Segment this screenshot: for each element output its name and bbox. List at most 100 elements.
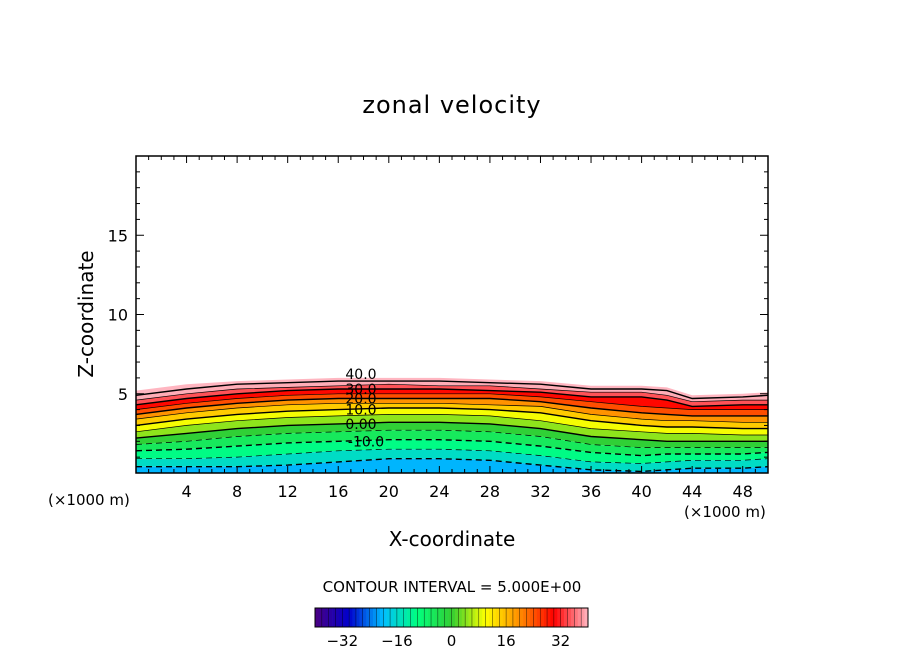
colorbar-cell [417,608,422,627]
contour-label: 10.0 [345,403,376,419]
contour-line [136,448,769,464]
x-tick-label: 32 [530,482,550,501]
colorbar-cell [533,608,538,627]
colorbar-cell [349,608,353,627]
y-tick-labels: 5 10 15 [108,226,128,404]
contour-line [135,414,768,436]
colorbar-cell [567,608,572,627]
contour-line [135,421,768,442]
contour-band [136,377,768,399]
colorbar-cell [444,608,449,627]
colorbar-cell [478,608,483,627]
contour-line [136,458,769,473]
colorbar-cell [471,608,476,627]
contour-band [136,449,768,472]
contour-label: 20.0 [345,392,376,408]
colorbar-cell [465,608,469,627]
colorbar-cell [526,608,531,627]
x-tick-label: 16 [328,482,348,501]
colorbar-cell [461,608,466,627]
contour-line [135,380,769,400]
contour-band [136,439,768,464]
colorbar-cell [431,608,435,627]
colorbar-cell [321,608,326,627]
colorbar-cell [424,608,428,627]
colorbar-cell [458,608,463,627]
colorbar-cell [584,608,589,627]
colorbar-cell [338,608,343,627]
colorbar-cell [550,608,555,627]
colorbar-cell [379,608,384,627]
contour-line [135,429,768,448]
colorbar-cell [468,608,473,627]
colorbar-cell [495,608,500,627]
colorbar-cell [553,608,558,627]
colorbar-cell [557,608,561,627]
contour-label: 30.0 [345,382,376,398]
colorbar-cell [434,608,439,627]
colorbar-cell [328,608,333,627]
colorbar-frame [314,607,589,628]
colorbar-cell [342,608,347,627]
x-tick-label: 28 [480,482,500,501]
colorbar-cell [448,608,452,627]
contour-lines [135,380,769,473]
colorbar-cell [396,608,401,627]
colorbar-cell [475,608,480,627]
contour-line [135,407,768,430]
x-unit-right: (×1000 m) [684,503,766,521]
colorbar-cell [362,608,367,627]
colorbar-cell [523,608,527,627]
colorbar-cell [315,608,319,627]
x-unit-left: (×1000 m) [48,491,130,509]
chart-title: zonal velocity [362,91,541,119]
contour-label: -10.0 [348,434,384,450]
colorbar-cell [386,608,391,627]
colorbar-cell [509,608,514,627]
colorbar-cell [441,608,445,627]
colorbar-cell [516,608,521,627]
x-tick-label: 4 [181,482,191,501]
y-tick-label: 5 [118,385,128,404]
colorbar-cell [393,608,398,627]
colorbar-cell [492,608,497,627]
colorbar-cell [512,608,517,627]
colorbar-cell [352,608,357,627]
colorbar-cell [485,608,490,627]
colorbar-cell [502,608,507,627]
colorbar [314,607,589,628]
colorbar-cell [506,608,510,627]
colorbar-tick-label: −16 [381,632,413,650]
colorbar-cell [355,608,360,627]
colorbar-cell [437,608,442,627]
colorbar-cell [403,608,408,627]
colorbar-cell [581,608,585,627]
contour-label: 0.00 [345,417,376,433]
colorbar-cell [577,608,582,627]
colorbar-cell [564,608,568,627]
x-tick-label: 40 [631,482,651,501]
y-tick-label: 10 [108,306,128,325]
colorbar-cell [529,608,534,627]
axis-ticks [135,155,769,474]
x-tick-label: 12 [278,482,298,501]
colorbar-cell [543,608,548,627]
colorbar-cell [359,608,364,627]
x-tick-label: 36 [581,482,601,501]
colorbar-cell [373,608,377,627]
colorbar-tick-label: −32 [326,632,358,650]
colorbar-cell [482,608,486,627]
colorbar-cell [560,608,565,627]
colorbar-cell [410,608,415,627]
contour-band [136,422,768,448]
colorbar-cell [366,608,370,627]
colorbar-cell [489,608,493,627]
contour-interval-text: CONTOUR INTERVAL = 5.000E+00 [323,578,582,596]
colorbar-cell [369,608,374,627]
y-axis-label: Z-coordinate [74,250,98,377]
contour-band [136,458,768,473]
colorbar-tick-label: 16 [497,632,516,650]
colorbar-cell [332,608,336,627]
contour-line [135,439,769,457]
colorbar-cell [451,608,456,627]
